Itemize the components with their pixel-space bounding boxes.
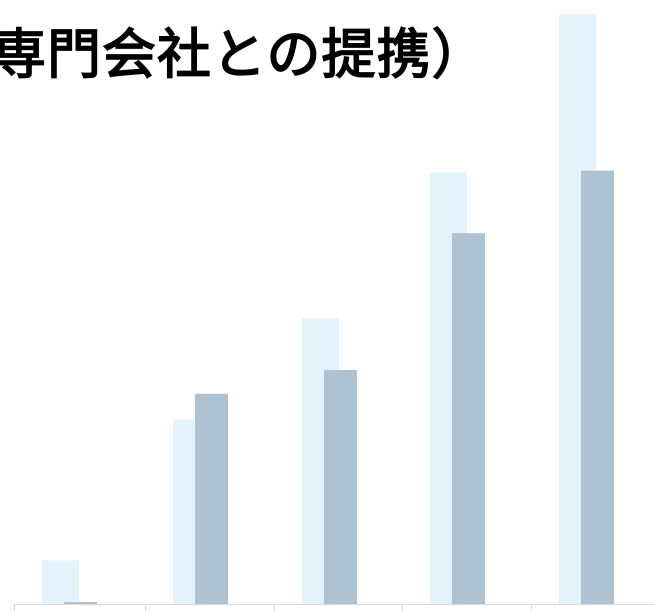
bar-series-1-category-1 (195, 393, 228, 604)
chart-title: 専門会社との提携） (0, 23, 487, 86)
bar-series-1-category-4 (581, 170, 614, 604)
x-axis (14, 604, 654, 611)
bar-series-1-category-2 (324, 369, 357, 604)
series-1-bars (64, 170, 614, 604)
bar-series-0-category-0 (42, 560, 79, 604)
bar-series-1-category-0 (64, 602, 97, 604)
series-0-bars (42, 13, 596, 605)
bar-series-1-category-3 (452, 233, 485, 604)
